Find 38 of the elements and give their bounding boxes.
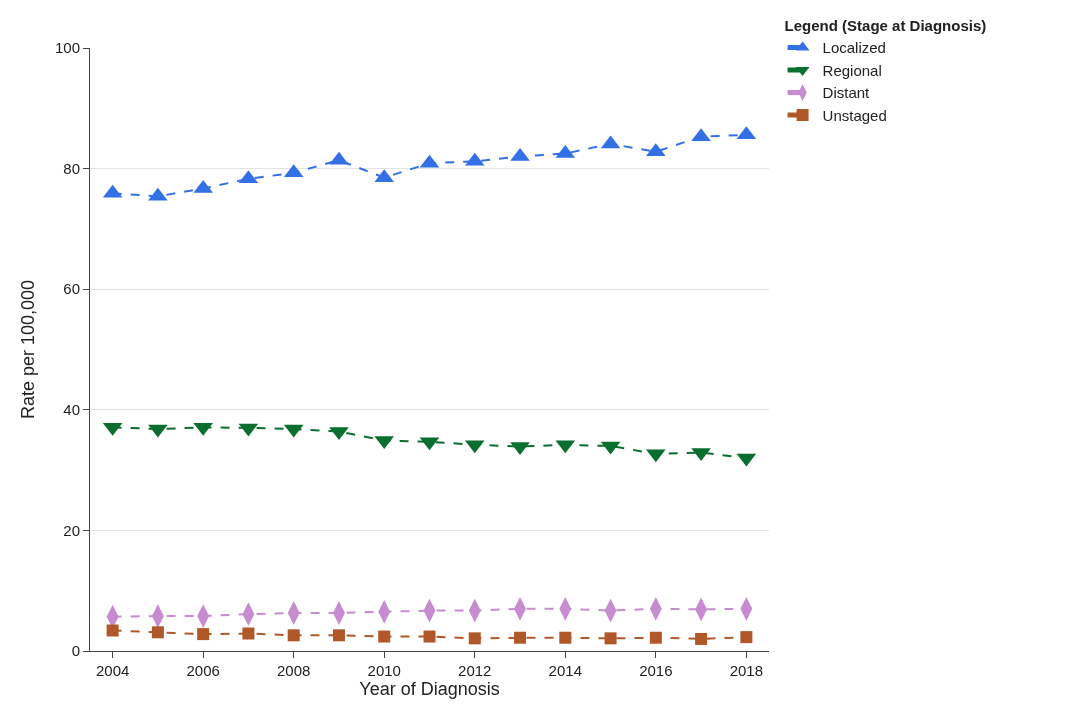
y-tick-label: 100 (54, 39, 80, 57)
legend-title: Legend (Stage at Diagnosis) (784, 17, 987, 35)
point (151, 626, 164, 639)
point (423, 630, 436, 643)
point (242, 627, 255, 640)
point (287, 629, 300, 642)
point (332, 629, 345, 642)
point (740, 631, 753, 644)
x-tick-label: 2004 (95, 662, 130, 679)
y-tick-label: 80 (63, 159, 80, 177)
x-tick-label: 2006 (186, 662, 220, 679)
x-tick-label: 2012 (458, 662, 492, 679)
legend-label: Localized (822, 39, 886, 57)
point (148, 187, 168, 201)
point (559, 631, 572, 644)
y-tick-label: 20 (63, 521, 80, 539)
y-tick-label: 0 (71, 642, 80, 660)
x-tick-label: 2016 (639, 662, 673, 679)
y-axis-title: Rate per 100,000 (18, 279, 39, 420)
x-tick-label: 2010 (367, 662, 401, 679)
point (197, 628, 210, 641)
x-tick-label: 2014 (548, 662, 582, 679)
point (604, 632, 617, 645)
point (514, 631, 527, 644)
legend-label: Distant (822, 84, 871, 102)
point (106, 624, 119, 637)
y-tick-label: 60 (63, 280, 80, 298)
x-axis-title: Year of Diagnosis (359, 679, 500, 700)
x-tick-label: 2018 (729, 662, 764, 679)
legend-label: Regional (822, 61, 882, 79)
point (695, 632, 708, 645)
point (329, 151, 349, 165)
x-tick-label: 2008 (277, 662, 311, 679)
y-tick-label: 40 (63, 401, 80, 419)
point (378, 630, 391, 643)
point (649, 631, 662, 644)
point (468, 632, 481, 645)
legend-label: Unstaged (822, 106, 887, 124)
